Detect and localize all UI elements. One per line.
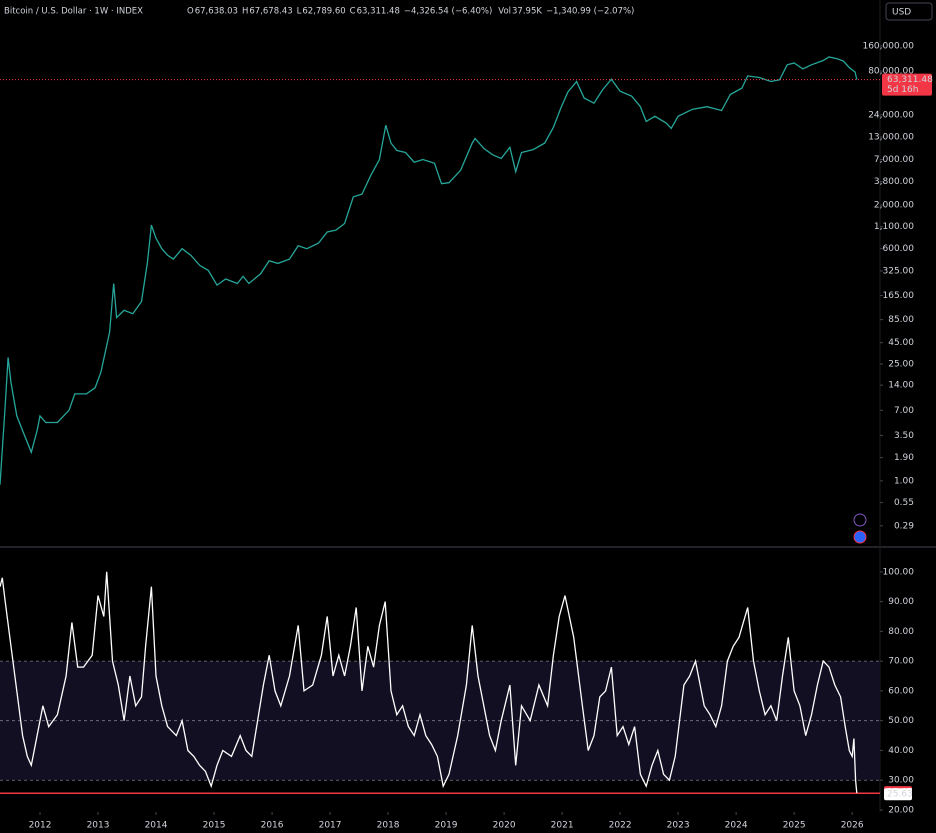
y-tick-label: 60.00 xyxy=(888,686,914,696)
y-tick-label: 1.90 xyxy=(894,453,914,463)
y-tick-label: 7.00 xyxy=(894,406,914,416)
symbol: Bitcoin / U.S. Dollar · 1W · INDEX xyxy=(4,7,143,17)
x-tick-label: 2014 xyxy=(145,821,168,831)
x-tick-label: 2017 xyxy=(319,821,342,831)
flash-icon[interactable] xyxy=(853,513,867,527)
vol-change: −1,340.99 (−2.07%) xyxy=(546,7,634,17)
currency-button[interactable] xyxy=(885,2,933,21)
y-tick-label: 30.00 xyxy=(888,776,914,786)
y-tick-label: 13,000.00 xyxy=(868,133,914,143)
y-tick-label: 1,100.00 xyxy=(874,222,914,232)
series-line xyxy=(0,571,858,794)
y-tick-label: 3.50 xyxy=(894,431,914,441)
y-tick-label: 70.00 xyxy=(888,657,914,667)
x-tick-label: 2015 xyxy=(203,821,226,831)
ohlc-label: C xyxy=(350,7,356,17)
ohlc-value: 63,311.48 xyxy=(357,7,400,17)
y-tick-label: 100.00 xyxy=(883,567,915,577)
y-tick-label: 50.00 xyxy=(888,716,914,726)
countdown: 5d 16h xyxy=(887,85,918,95)
y-tick-label: 25.00 xyxy=(888,360,914,370)
y-tick-label: 40.00 xyxy=(888,746,914,756)
x-tick-label: 2021 xyxy=(551,821,574,831)
y-tick-label: 20.00 xyxy=(888,806,914,816)
last-price-label: 63,311.48 xyxy=(887,75,933,85)
vol-label: Vol xyxy=(498,7,511,17)
y-tick-label: 0.55 xyxy=(894,498,914,508)
currency[interactable]: USD xyxy=(892,8,911,18)
ohlc-label: O xyxy=(187,7,194,17)
ohlc: O 67,638.03 H 67,678.43 L 62,789.60 C 63,311.48… xyxy=(187,7,634,17)
y-tick-label: 165.00 xyxy=(883,291,915,301)
x-tick-label: 2023 xyxy=(667,821,690,831)
x-tick-label: 2016 xyxy=(261,821,284,831)
x-tick-label: 2018 xyxy=(377,821,400,831)
x-tick-label: 2020 xyxy=(493,821,516,831)
ohlc-value: 67,638.03 xyxy=(195,7,238,17)
series-line xyxy=(0,56,858,485)
ohlc-label: H xyxy=(242,7,248,17)
x-tick-label: 2019 xyxy=(435,821,458,831)
y-tick-label: 45.00 xyxy=(888,338,914,348)
y-tick-label: 600.00 xyxy=(883,244,915,254)
vol-value: 37.95K xyxy=(512,7,542,17)
last-price-box xyxy=(882,73,932,96)
x-tick-label: 2022 xyxy=(609,821,632,831)
ohlc-value: 67,678.43 xyxy=(249,7,292,17)
y-tick-label: 14.00 xyxy=(888,381,914,391)
y-tick-label: 80,000.00 xyxy=(868,67,914,77)
y-tick-label: 325.00 xyxy=(883,266,915,276)
x-tick-label: 2013 xyxy=(87,821,110,831)
y-tick-label: 1.00 xyxy=(894,476,914,486)
x-tick-label: 2025 xyxy=(783,821,806,831)
hline-label: 25.63 xyxy=(887,790,913,800)
y-tick-label: 90.00 xyxy=(888,597,914,607)
change: −4,326.54 (−6.40%) xyxy=(404,7,492,17)
ohlc-label: L xyxy=(297,7,302,17)
y-tick-label: 0.29 xyxy=(894,521,914,531)
x-tick-label: 2026 xyxy=(841,821,864,831)
x-tick-label: 2012 xyxy=(29,821,52,831)
y-tick-label: 160,000.00 xyxy=(862,41,914,51)
y-tick-label: 3,800.00 xyxy=(874,177,914,187)
hline-box xyxy=(884,788,912,801)
y-tick-label: 85.00 xyxy=(888,315,914,325)
events-icon[interactable] xyxy=(853,530,867,544)
y-tick-label: 24,000.00 xyxy=(868,110,914,120)
y-tick-label: 2,000.00 xyxy=(874,200,914,210)
y-tick-label: 80.00 xyxy=(888,627,914,637)
x-tick-label: 2024 xyxy=(725,821,748,831)
y-tick-label: 7,000.00 xyxy=(874,155,914,165)
ohlc-value: 62,789.60 xyxy=(302,7,345,17)
